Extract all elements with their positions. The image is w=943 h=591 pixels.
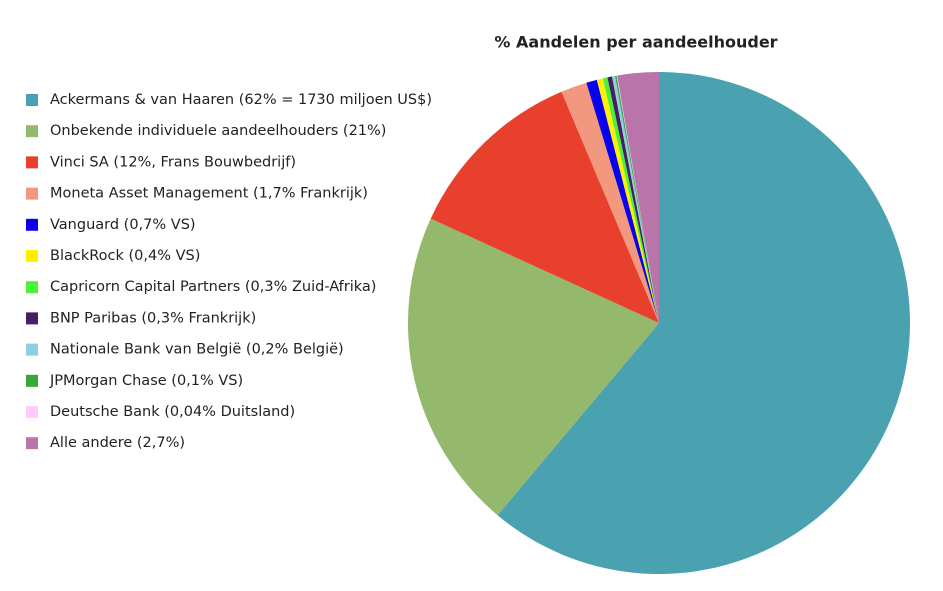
legend-swatch	[26, 250, 38, 262]
legend-swatch	[26, 187, 38, 200]
pie-slice	[596, 78, 659, 323]
legend-label: JPMorgan Chase (0,1% VS)	[49, 373, 243, 389]
legend-swatch	[26, 406, 38, 418]
legend-label: Capricorn Capital Partners (0,3% Zuid-Af…	[50, 279, 376, 295]
legend-swatch	[26, 156, 38, 169]
pie-slice	[497, 72, 910, 574]
legend-label: Vinci SA (12%, Frans Bouwbedrijf)	[50, 154, 296, 170]
legend-label: Onbekende individuele aandeelhouders (21…	[50, 123, 386, 139]
pie-slice	[607, 76, 659, 323]
legend-label: Alle andere (2,7%)	[50, 435, 185, 451]
legend-swatch	[26, 343, 38, 356]
legend-label: Vanguard (0,7% VS)	[50, 217, 196, 233]
legend-swatch	[26, 94, 38, 106]
pie-slice	[561, 82, 659, 323]
legend-label: Ackermans & van Haaren (62% = 1730 miljo…	[50, 92, 432, 108]
pie-slice	[616, 75, 659, 324]
pie-slice	[430, 91, 659, 324]
legend-label: Nationale Bank van België (0,2% België)	[50, 342, 344, 358]
legend-label: Deutsche Bank (0,04% Duitsland)	[50, 404, 295, 420]
legend-label: Moneta Asset Management (1,7% Frankrijk)	[50, 186, 368, 202]
legend-label: BlackRock (0,4% VS)	[50, 248, 200, 264]
legend-swatch	[26, 125, 38, 138]
pie-slice	[602, 77, 659, 324]
legend-label: BNP Paribas (0,3% Frankrijk)	[50, 310, 256, 326]
legend-swatch	[26, 312, 38, 325]
pie-slice	[617, 72, 659, 323]
pie-slice	[407, 218, 659, 516]
legend-swatch	[26, 437, 38, 450]
legend-swatch	[26, 374, 38, 387]
pie-slice	[586, 79, 659, 324]
legend-swatch	[26, 281, 38, 294]
chart-title: % Aandelen per aandeelhouder	[494, 33, 777, 52]
legend-swatch	[26, 218, 38, 231]
pie-slice	[615, 75, 659, 324]
pie-slice	[612, 75, 659, 324]
